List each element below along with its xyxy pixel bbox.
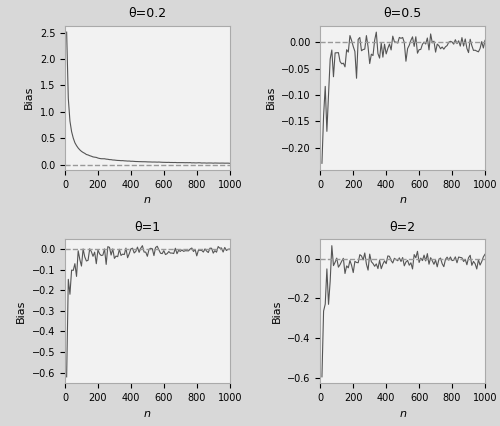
X-axis label: n: n <box>144 195 151 205</box>
Y-axis label: Bias: Bias <box>272 299 281 323</box>
X-axis label: n: n <box>399 409 406 419</box>
Title: θ=1: θ=1 <box>134 221 160 234</box>
Y-axis label: Bias: Bias <box>266 86 276 109</box>
X-axis label: n: n <box>399 195 406 205</box>
Y-axis label: Bias: Bias <box>24 86 34 109</box>
Y-axis label: Bias: Bias <box>16 299 26 323</box>
Title: θ=0.5: θ=0.5 <box>384 7 422 20</box>
Title: θ=2: θ=2 <box>390 221 415 234</box>
X-axis label: n: n <box>144 409 151 419</box>
Title: θ=0.2: θ=0.2 <box>128 7 166 20</box>
